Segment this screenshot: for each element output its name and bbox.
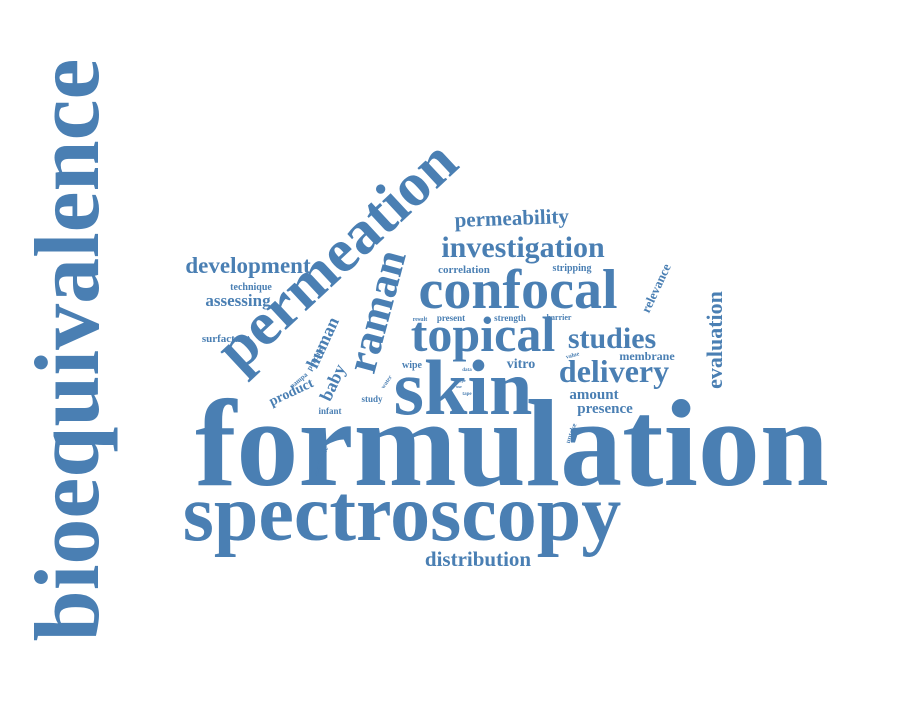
word-barrier: barrier — [547, 313, 572, 322]
word-technique: technique — [230, 282, 272, 293]
word-studies: studies — [568, 322, 656, 355]
word-wipe: wipe — [402, 360, 423, 371]
word-bioequivalence: bioequivalence — [16, 59, 118, 642]
word-data: data — [462, 368, 472, 373]
word-development: development — [185, 253, 311, 278]
word-formulation: formulation — [195, 375, 829, 512]
word-confocal: confocal — [418, 259, 617, 321]
word-skin: skin — [394, 344, 533, 431]
word-investigation: investigation — [441, 231, 605, 264]
word-relevance: relevance — [638, 261, 674, 315]
word-tape: tape — [462, 392, 472, 397]
word-evaluation: evaluation — [702, 291, 727, 389]
word-use: use — [456, 384, 462, 389]
word-distribution: distribution — [425, 547, 532, 571]
word-value: value — [565, 351, 580, 360]
word-stripping: stripping — [553, 263, 592, 274]
word-delivery: delivery — [559, 353, 669, 389]
word-correlation: correlation — [438, 264, 490, 276]
word-study: study — [361, 394, 383, 404]
word-infant: infant — [318, 406, 341, 416]
word-assessing: assessing — [205, 291, 271, 310]
word-strength: strength — [494, 313, 526, 323]
word-amount: amount — [569, 387, 618, 403]
word-result: result — [413, 317, 428, 323]
word-permeability: permeability — [454, 204, 570, 232]
word-presence: presence — [577, 401, 633, 417]
word-membrane: membrane — [619, 349, 675, 363]
word-spectroscopy: spectroscopy — [183, 470, 621, 558]
word-surfactant: surfactant — [202, 333, 251, 345]
word-type: type — [458, 378, 466, 383]
word-topical: topical — [411, 306, 556, 362]
word-vitro: vitro — [507, 357, 536, 372]
word-present: present — [437, 313, 465, 323]
